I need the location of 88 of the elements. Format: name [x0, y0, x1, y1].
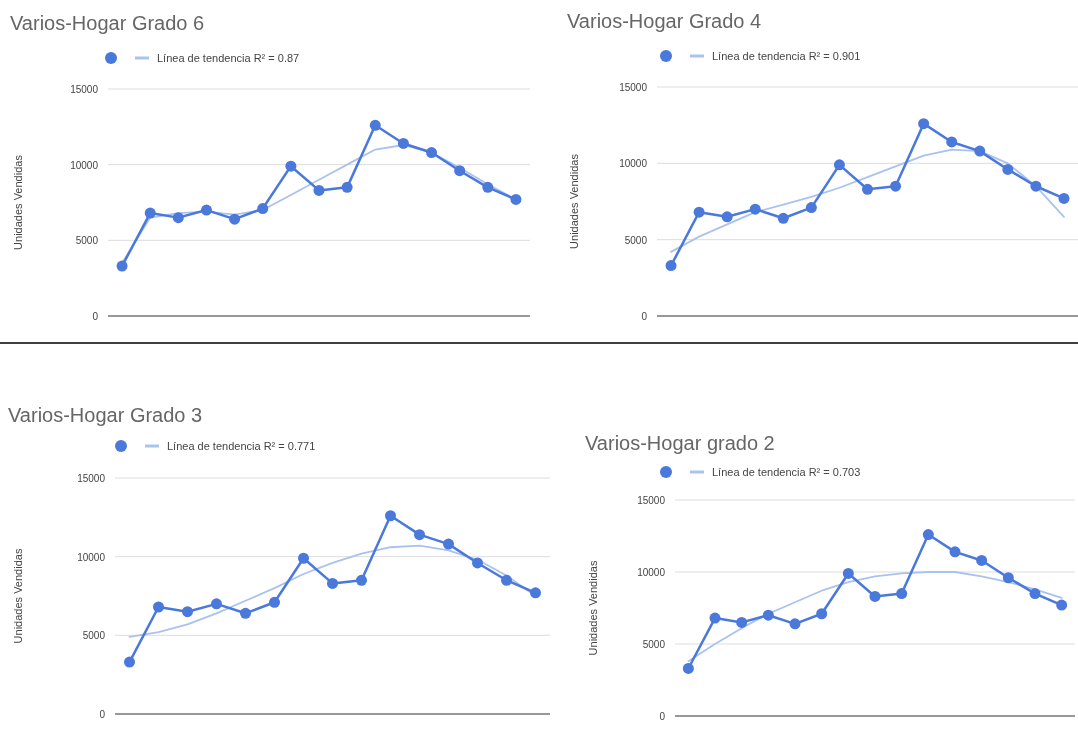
point — [816, 608, 828, 620]
y-axis-title: Unidades Vendidas — [12, 154, 24, 250]
y-tick-label: 0 — [92, 311, 99, 322]
y-tick-label: 15000 — [77, 473, 106, 484]
point — [922, 529, 934, 541]
point — [896, 588, 908, 600]
point — [682, 662, 694, 674]
point — [862, 183, 873, 195]
point — [918, 118, 930, 130]
point — [200, 204, 212, 216]
point — [1058, 192, 1070, 204]
point — [414, 529, 425, 541]
point — [946, 136, 958, 148]
point — [762, 609, 774, 621]
chart-title: Varios-Hogar grado 2 — [585, 432, 775, 454]
y-tick-label: 10000 — [77, 551, 106, 563]
point — [454, 165, 466, 177]
point — [472, 557, 483, 569]
y-tick-label: 10000 — [619, 158, 648, 170]
y-tick-label: 5000 — [75, 235, 99, 247]
y-tick-label: 5000 — [642, 639, 666, 650]
point — [426, 147, 438, 159]
point — [298, 552, 309, 564]
point — [777, 212, 789, 224]
point — [833, 159, 845, 171]
y-tick-label: 15000 — [70, 84, 99, 95]
point — [693, 206, 705, 218]
legend-label: Línea de tendencia R² = 0.87 — [157, 52, 300, 64]
point — [1029, 588, 1041, 600]
point — [510, 193, 522, 205]
chart-title: Varios-Hogar Grado 4 — [567, 10, 762, 32]
y-axis-title: Unidades Vendidas — [587, 560, 599, 656]
point — [116, 260, 128, 272]
y-tick-label: 15000 — [637, 495, 666, 506]
point — [369, 119, 381, 131]
point — [313, 184, 325, 196]
y-tick-label: 10000 — [70, 159, 99, 171]
point — [257, 203, 269, 215]
chart-title: Varios-Hogar Grado 3 — [8, 404, 203, 426]
point — [976, 554, 988, 566]
point — [805, 202, 817, 214]
point — [709, 612, 721, 624]
legend-label: Línea de tendencia R² = 0.901 — [712, 50, 861, 62]
point — [153, 601, 164, 613]
chart-title: Varios-Hogar Grado 6 — [10, 12, 205, 34]
point — [736, 616, 748, 628]
point — [1030, 180, 1042, 192]
point — [482, 181, 494, 193]
point — [443, 538, 454, 550]
point — [665, 260, 677, 272]
point — [124, 656, 135, 668]
point — [341, 181, 353, 193]
y-tick-label: 0 — [659, 711, 666, 722]
point — [397, 137, 409, 149]
point — [721, 211, 733, 223]
point — [949, 546, 961, 558]
point — [240, 607, 251, 619]
legend-label: Línea de tendencia R² = 0.771 — [167, 440, 316, 452]
point — [385, 510, 396, 522]
point — [974, 145, 986, 157]
point — [269, 596, 280, 608]
point — [1056, 599, 1068, 611]
y-tick-label: 5000 — [82, 630, 106, 642]
point — [789, 618, 801, 630]
point — [1002, 572, 1014, 584]
point — [211, 598, 222, 610]
point — [869, 590, 881, 602]
y-tick-label: 0 — [99, 709, 106, 720]
y-tick-label: 0 — [641, 311, 648, 322]
point — [285, 160, 297, 172]
point — [749, 203, 761, 215]
point — [356, 574, 367, 586]
point — [842, 567, 854, 579]
y-tick-label: 10000 — [637, 567, 666, 578]
point — [229, 213, 241, 225]
point — [530, 587, 541, 599]
point — [890, 180, 902, 192]
y-tick-label: 15000 — [619, 82, 648, 93]
y-axis-title: Unidades Vendidas — [12, 548, 24, 644]
point — [327, 577, 338, 589]
point — [501, 574, 512, 586]
point — [144, 207, 156, 219]
y-axis-title: Unidades Vendidas — [568, 153, 580, 249]
point — [172, 212, 184, 224]
point — [182, 606, 193, 618]
point — [1002, 163, 1014, 175]
y-tick-label: 5000 — [624, 234, 648, 246]
legend-label: Línea de tendencia R² = 0.703 — [712, 466, 861, 478]
